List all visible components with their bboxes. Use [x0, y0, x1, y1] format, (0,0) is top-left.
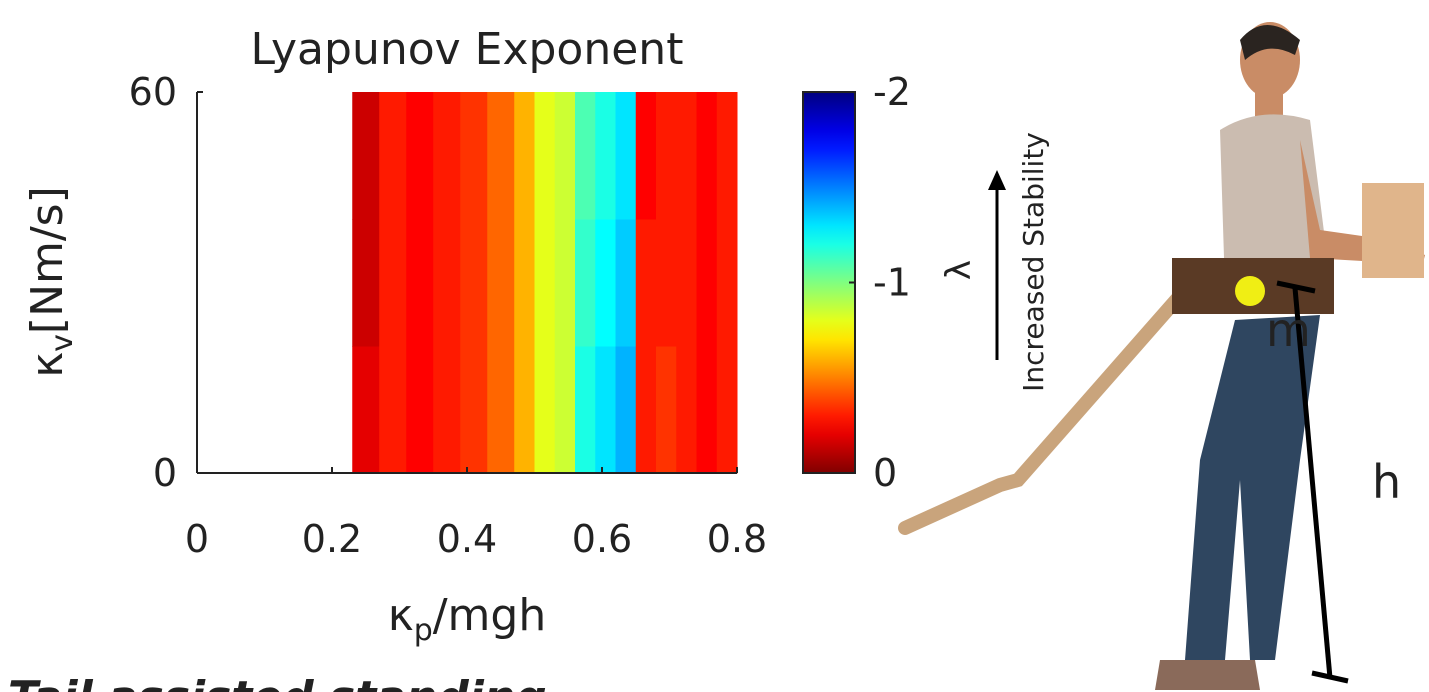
annotation: Increased Stability [1017, 132, 1050, 392]
colorbar-tick-label: -1 [873, 261, 911, 305]
arrow-head [988, 170, 1006, 190]
heat-cell [460, 92, 488, 220]
caption: Tail assisted standing [8, 672, 547, 692]
heat-cell [554, 92, 576, 220]
heat-cell [716, 219, 738, 347]
box [1362, 183, 1424, 278]
heat-cell [379, 92, 407, 220]
colorbar-tick-label: 0 [873, 451, 897, 495]
heat-cell [433, 92, 461, 220]
heat-cell [635, 92, 657, 220]
x-tick-label: 0.6 [572, 517, 632, 561]
heat-cell [487, 219, 515, 347]
heat-cell [676, 346, 697, 474]
height-cap-top [1276, 280, 1316, 294]
heat-cell [575, 92, 596, 220]
heat-cell [514, 346, 535, 474]
colorbar-tick-label: -2 [873, 70, 911, 114]
x-axis-label: κp/mgh [388, 590, 547, 648]
heat-cell [656, 92, 677, 220]
heat-cell [460, 346, 488, 474]
y-label-symbol: κ [22, 352, 73, 378]
heat-cell [534, 92, 556, 220]
heat-cell [696, 346, 718, 474]
heat-cell [716, 92, 738, 220]
heat-cell [433, 219, 461, 347]
colorbar-label: λ [939, 260, 979, 280]
heat-cell [554, 346, 576, 474]
tail [898, 283, 1192, 535]
x-tick-label: 0.2 [302, 517, 362, 561]
heat-cell [514, 92, 535, 220]
heat-cell [615, 92, 637, 220]
heat-cell [635, 346, 657, 474]
heat-cell [534, 219, 556, 347]
heat-cell [379, 219, 407, 347]
x-tick-label: 0.4 [437, 517, 497, 561]
x-tick-label: 0.8 [707, 517, 767, 561]
heat-cell [406, 219, 434, 347]
heat-cell [554, 219, 576, 347]
heat-cell [379, 346, 407, 474]
mass-label: m [1266, 303, 1311, 357]
heat-cell [595, 346, 616, 474]
heat-cell [575, 219, 596, 347]
height-label: h [1372, 455, 1401, 509]
heat-cell [595, 92, 616, 220]
y-axis-label: κv[Nm/s] [22, 186, 80, 378]
chart-title: Lyapunov Exponent [251, 24, 684, 75]
x-label-rest: /mgh [433, 590, 547, 641]
heat-cell [487, 346, 515, 474]
heat-cell [575, 346, 596, 474]
heat-cell [352, 346, 380, 474]
shoes [1155, 660, 1260, 690]
x-label-subscript: p [414, 613, 433, 648]
heat-cell [352, 92, 380, 220]
heat-cell [514, 219, 535, 347]
heat-cell [656, 219, 677, 347]
height-line [1292, 287, 1333, 679]
heat-cell [595, 219, 616, 347]
heat-cell [487, 92, 515, 220]
colorbar [802, 91, 856, 474]
y-tick-label: 0 [153, 451, 177, 495]
y-tick-label: 60 [129, 70, 177, 114]
heat-cell [352, 219, 380, 347]
y-label-rest: [Nm/s] [22, 186, 73, 334]
heat-cell [656, 346, 677, 474]
heat-cell [696, 92, 718, 220]
heat-cell [635, 219, 657, 347]
heat-cell [696, 219, 718, 347]
heat-cell [534, 346, 556, 474]
heat-cell [433, 346, 461, 474]
height-cap-bottom [1311, 670, 1349, 684]
heat-cell [615, 219, 637, 347]
jeans [1185, 315, 1320, 660]
y-label-subscript: v [45, 334, 80, 352]
hair [1240, 25, 1300, 60]
heat-cell [406, 92, 434, 220]
heat-cell [676, 219, 697, 347]
heat-cell [716, 346, 738, 474]
heat-cell [676, 92, 697, 220]
x-tick-label: 0 [185, 517, 209, 561]
x-label-symbol: κ [388, 590, 414, 641]
mass-point [1235, 276, 1265, 306]
heat-cell [406, 346, 434, 474]
heat-cell [615, 346, 637, 474]
arm [1300, 140, 1425, 275]
person-illustration [898, 22, 1425, 690]
heatmap [352, 92, 738, 474]
heat-cell [460, 219, 488, 347]
